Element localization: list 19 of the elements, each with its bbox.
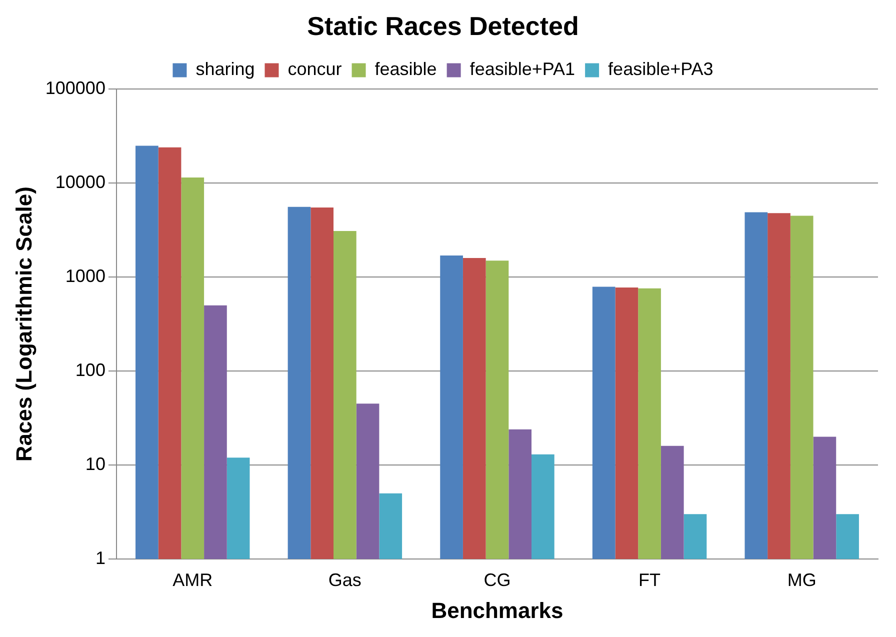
y-tick-label: 100000 xyxy=(45,78,106,98)
y-axis-title: Races (Logarithmic Scale) xyxy=(11,186,36,462)
y-tick-label: 100 xyxy=(75,360,106,380)
x-tick-label: AMR xyxy=(172,570,213,590)
y-tick-label: 10000 xyxy=(55,172,106,192)
y-tick-label: 1 xyxy=(95,548,106,568)
chart-title: Static Races Detected xyxy=(307,10,579,41)
y-tick-label: 1000 xyxy=(65,266,106,286)
legend-label: feasible+PA3 xyxy=(608,59,714,80)
legend-label: feasible+PA1 xyxy=(470,59,576,80)
legend-label: sharing xyxy=(196,59,255,80)
x-tick-label: MG xyxy=(787,570,816,590)
x-tick-label: Gas xyxy=(328,570,362,590)
legend-label: feasible xyxy=(374,59,437,80)
legend-label: concur xyxy=(288,59,342,80)
x-axis-title: Benchmarks xyxy=(431,598,564,623)
y-tick-label: 10 xyxy=(85,454,106,474)
x-tick-label: FT xyxy=(638,570,661,590)
x-tick-label: CG xyxy=(484,570,511,590)
